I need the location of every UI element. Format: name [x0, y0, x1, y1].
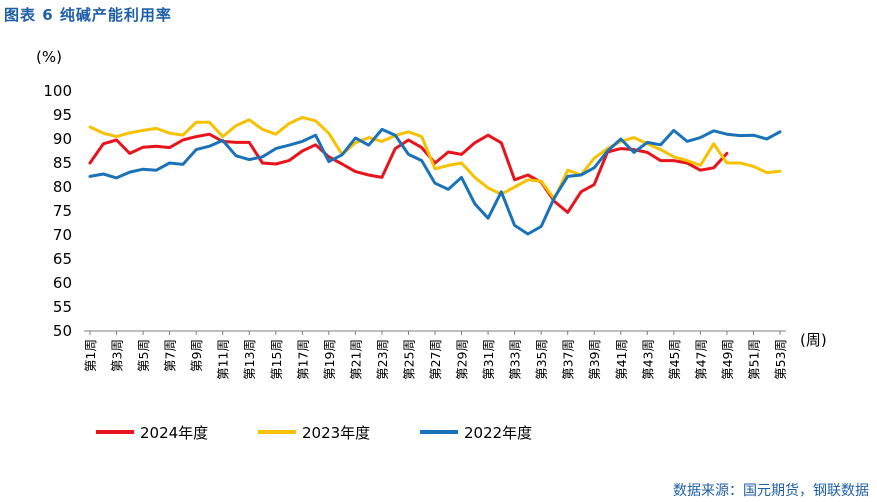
x-tick-label: 第17周: [295, 339, 310, 380]
figure-title: 图表 6 纯碱产能利用率: [4, 6, 172, 24]
x-tick-label: 第15周: [269, 339, 284, 380]
x-tick-label: 第9周: [189, 339, 204, 372]
x-tick-label: 第47周: [693, 339, 708, 380]
x-tick-label: 第53周: [773, 339, 788, 380]
y-tick-label: 80: [53, 178, 72, 196]
x-tick-label: 第29周: [455, 339, 470, 380]
series-line-2: [88, 127, 782, 236]
y-tick-label: 60: [53, 274, 72, 292]
series-line-0: [88, 132, 729, 214]
x-tick-label: 第51周: [746, 339, 761, 380]
x-tick-label: 第25周: [401, 339, 416, 380]
data-source: 数据来源：国元期货，钢联数据: [673, 483, 869, 499]
y-tick-label: 65: [53, 250, 72, 268]
y-tick-label: 50: [53, 322, 72, 340]
x-axis-ticks: 第1周 第3周 第5周 第7周 第9周 第11周 第13周 第15周 第17周 第19周 第21周第…: [83, 331, 788, 380]
x-tick-label: 第41周: [614, 339, 629, 380]
series-line-1: [88, 115, 782, 201]
legend-label: 2023年度: [302, 424, 370, 442]
series-lines: [88, 115, 782, 236]
x-tick-label: 第31周: [481, 339, 496, 380]
legend: 2024年度 2023年度 2022年度: [96, 424, 532, 442]
legend-label: 2022年度: [464, 424, 532, 442]
x-axis-unit: (周): [800, 331, 827, 349]
y-tick-label: 100: [43, 82, 72, 100]
y-axis-unit: (%): [36, 48, 62, 66]
x-tick-label: 第33周: [508, 339, 523, 380]
x-tick-label: 第1周: [83, 339, 98, 372]
legend-label: 2024年度: [140, 424, 208, 442]
y-tick-label: 55: [53, 298, 72, 316]
x-tick-label: 第43周: [640, 339, 655, 380]
x-tick-label: 第13周: [242, 339, 257, 380]
x-tick-label: 第35周: [534, 339, 549, 380]
y-tick-label: 90: [53, 130, 72, 148]
y-tick-label: 85: [53, 154, 72, 172]
x-tick-label: 第11周: [216, 339, 231, 380]
x-tick-label: 第7周: [163, 339, 178, 372]
y-tick-label: 95: [53, 106, 72, 124]
y-tick-label: 70: [53, 226, 72, 244]
x-tick-label: 第3周: [110, 339, 125, 372]
x-tick-label: 第45周: [667, 339, 682, 380]
x-tick-label: 第23周: [375, 339, 390, 380]
x-tick-label: 第39周: [587, 339, 602, 380]
x-tick-label: 第27周: [428, 339, 443, 380]
x-tick-label: 第5周: [136, 339, 151, 372]
x-tick-label: 第21周: [348, 339, 363, 380]
x-tick-label: 第37周: [561, 339, 576, 380]
y-axis-ticks: 50 55 60 65 70 75 80 85 90 95 100: [43, 82, 72, 340]
x-tick-label: 第19周: [322, 339, 337, 380]
y-tick-label: 75: [53, 202, 72, 220]
x-tick-label: 第49周: [720, 339, 735, 380]
